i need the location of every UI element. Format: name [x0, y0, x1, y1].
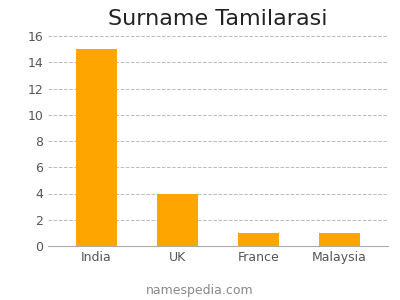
Title: Surname Tamilarasi: Surname Tamilarasi	[108, 9, 328, 29]
Bar	[238, 233, 279, 246]
Bar	[76, 49, 117, 246]
Text: namespedia.com: namespedia.com	[146, 284, 254, 297]
Bar	[319, 233, 360, 246]
Bar	[157, 194, 198, 246]
